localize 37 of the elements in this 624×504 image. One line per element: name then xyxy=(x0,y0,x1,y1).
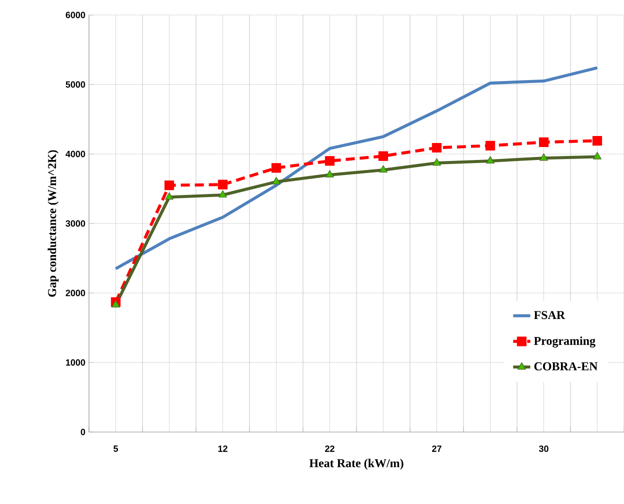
point xyxy=(540,153,548,161)
point xyxy=(432,142,442,153)
x-tick-label: 30 xyxy=(538,446,548,452)
point xyxy=(164,180,174,190)
point xyxy=(485,140,496,150)
point xyxy=(165,192,174,200)
point xyxy=(592,136,602,146)
y-tick-label: 3000 xyxy=(66,220,86,227)
legend-label: COBRA-EN xyxy=(534,362,598,370)
point xyxy=(272,177,280,184)
x-tick-label: 12 xyxy=(218,446,228,452)
y-axis-title: Gap conductance (W/m^2K) xyxy=(48,150,59,297)
y-tick-label: 1000 xyxy=(66,359,86,366)
x-axis-title: Heat Rate (kW/m) xyxy=(309,458,404,470)
point xyxy=(432,158,441,166)
point xyxy=(271,163,282,173)
legend-label: FSAR xyxy=(534,311,566,320)
legend-label: Programing xyxy=(534,336,596,348)
point xyxy=(218,190,227,198)
y-tick-label: 5000 xyxy=(66,81,86,88)
point xyxy=(378,151,388,161)
y-tick-label: 4000 xyxy=(66,150,86,158)
point xyxy=(379,165,388,173)
x-tick-label: 22 xyxy=(325,446,334,452)
line-series xyxy=(114,66,599,270)
x-tick-label: 5 xyxy=(114,446,118,452)
y-tick-label: 0 xyxy=(80,428,86,436)
point xyxy=(112,300,120,308)
point xyxy=(593,152,602,160)
x-tick-label: 27 xyxy=(432,446,442,452)
point xyxy=(218,180,228,190)
point xyxy=(486,156,494,164)
y-tick-label: 6000 xyxy=(66,12,86,18)
y-tick-label: 2000 xyxy=(66,290,86,296)
point xyxy=(324,156,335,166)
point xyxy=(538,137,549,147)
point xyxy=(326,170,334,178)
